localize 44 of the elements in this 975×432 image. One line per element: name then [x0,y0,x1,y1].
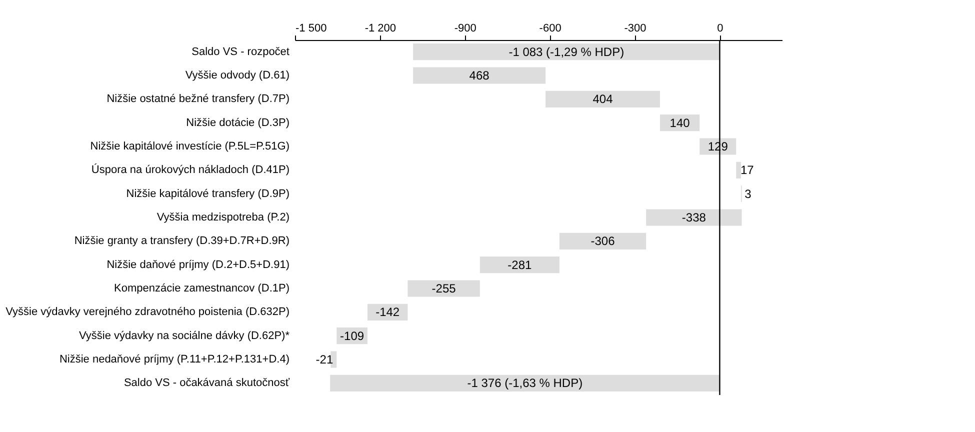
data-label: -306 [590,234,616,248]
data-label: -109 [340,328,364,343]
y-tick-label: Nižšie kapitálové investície (P.5L=P.51G) [90,140,290,152]
x-tick-label: 0 [717,22,724,34]
y-tick-label: Nižšie granty a transfery (D.39+D.7R+D.9R) [74,235,290,248]
y-tick-label: Vyššia medzispotreba (P.2) [156,212,290,224]
data-label: 3 [744,186,752,201]
data-label: 17 [740,163,754,178]
bar [736,162,741,178]
data-label: -142 [376,305,400,320]
y-tick-label: Saldo VS - očakávaná skutočnosť [124,377,290,390]
y-tick-label: Nižšie nedaňové príjmy (P.11+P.12+P.131+D.4) [59,354,290,366]
y-tick-label: Saldo VS - rozpočet [192,46,290,58]
bar [646,209,742,226]
bar [480,256,560,274]
x-tick-label: -600 [539,22,562,34]
y-tick-label: Nižšie ostatné bežné transfery (D.7P) [106,93,290,106]
bar [330,374,720,392]
data-label: -21 [316,352,334,366]
y-tick-label: Kompenzácie zamestnancov (D.1P) [114,282,290,294]
data-label: -1 083 (-1,29 % HDP) [508,44,624,59]
y-tick-label: Vyššie odvody (D.61) [185,70,290,82]
bar [413,67,546,84]
data-label: 468 [469,68,490,82]
data-label: -338 [682,210,706,224]
y-tick-label: Úspora na úrokových nákladoch (D.41P) [91,163,290,176]
data-label: -281 [508,258,532,272]
data-label: -255 [432,282,456,296]
data-label: -1 376 (-1,63 % HDP) [467,376,583,390]
x-tick-label: -1 500 [296,22,327,34]
bar [413,44,720,60]
bar [408,280,480,297]
data-label: 404 [592,92,614,106]
bar [546,90,660,108]
y-tick-label: Nižšie dotácie (D.3P) [186,116,290,129]
data-label: 140 [670,116,690,130]
y-tick-label: Vyššie výdavky verejného zdravotného poistenia (D.632P) [6,306,290,318]
x-tick-label: -900 [454,22,476,34]
x-tick-label: -1 200 [364,22,396,34]
y-tick-label: Nižšie daňové príjmy (D.2+D.5+D.91) [106,258,290,271]
x-tick-label: -300 [624,22,646,34]
y-tick-label: Vyššie výdavky na sociálne dávky (D.62P)* [78,330,290,342]
bar [559,232,646,250]
y-tick-label: Nižšie kapitálové transfery (D.9P) [126,188,290,200]
